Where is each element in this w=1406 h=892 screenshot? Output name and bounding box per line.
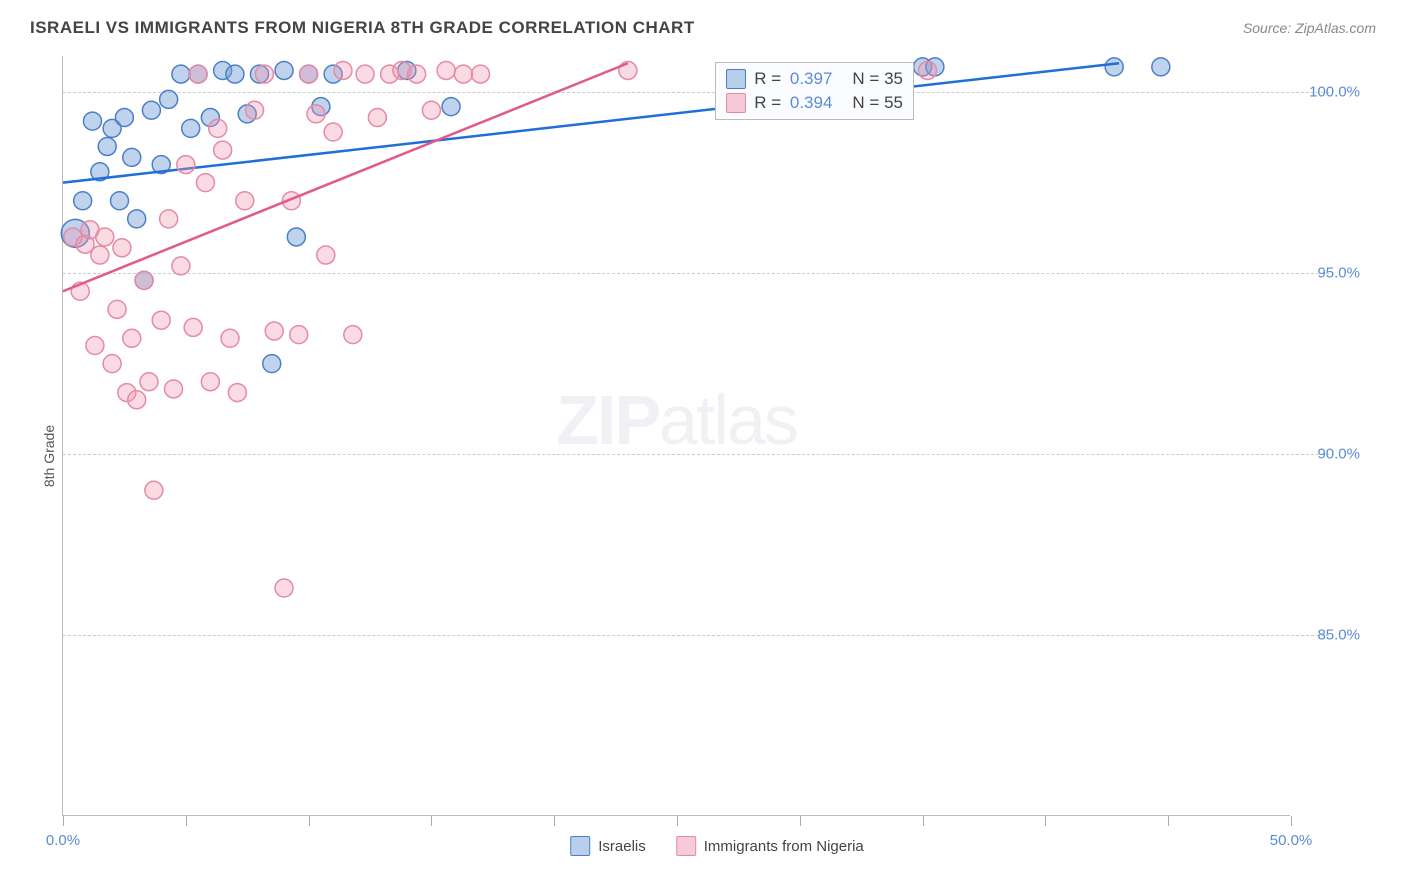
series-legend: Israelis Immigrants from Nigeria xyxy=(570,836,864,856)
data-point xyxy=(228,384,246,402)
data-point xyxy=(437,61,455,79)
scatter-svg xyxy=(63,56,1291,816)
data-point xyxy=(334,61,352,79)
data-point xyxy=(108,300,126,318)
data-point xyxy=(454,65,472,83)
legend-swatch xyxy=(570,836,590,856)
y-tick-label: 85.0% xyxy=(1317,627,1360,644)
x-tick xyxy=(1168,816,1169,826)
data-point xyxy=(246,101,264,119)
data-point xyxy=(98,137,116,155)
data-point xyxy=(300,65,318,83)
data-point xyxy=(123,148,141,166)
data-point xyxy=(275,61,293,79)
data-point xyxy=(209,119,227,137)
data-point xyxy=(307,105,325,123)
data-point xyxy=(201,373,219,391)
legend-row: R = 0.394N = 55 xyxy=(726,91,903,115)
data-point xyxy=(110,192,128,210)
data-point xyxy=(472,65,490,83)
data-point xyxy=(145,481,163,499)
data-point xyxy=(344,326,362,344)
data-point xyxy=(91,246,109,264)
x-tick xyxy=(63,816,64,826)
data-point xyxy=(160,210,178,228)
data-point xyxy=(919,61,937,79)
x-tick-label: 50.0% xyxy=(1270,832,1313,849)
legend-swatch xyxy=(726,69,746,89)
x-tick xyxy=(800,816,801,826)
data-point xyxy=(214,141,232,159)
data-point xyxy=(324,123,342,141)
y-axis-title: 8th Grade xyxy=(41,425,57,487)
legend-swatch xyxy=(676,836,696,856)
data-point xyxy=(196,174,214,192)
trend-line xyxy=(63,63,628,291)
y-tick-label: 100.0% xyxy=(1309,84,1360,101)
x-tick xyxy=(309,816,310,826)
legend-item: Immigrants from Nigeria xyxy=(676,836,864,856)
data-point xyxy=(86,337,104,355)
data-point xyxy=(115,109,133,127)
chart-area: 8th Grade 85.0%90.0%95.0%100.0% 0.0%50.0… xyxy=(62,56,1372,856)
data-point xyxy=(442,98,460,116)
legend-label: Immigrants from Nigeria xyxy=(704,838,864,855)
data-point xyxy=(96,228,114,246)
data-point xyxy=(236,192,254,210)
data-point xyxy=(221,329,239,347)
data-point xyxy=(172,257,190,275)
y-tick-label: 90.0% xyxy=(1317,446,1360,463)
data-point xyxy=(422,101,440,119)
legend-swatch xyxy=(726,93,746,113)
chart-title: ISRAELI VS IMMIGRANTS FROM NIGERIA 8TH G… xyxy=(30,18,695,38)
data-point xyxy=(128,391,146,409)
data-point xyxy=(123,329,141,347)
x-tick xyxy=(186,816,187,826)
data-point xyxy=(317,246,335,264)
data-point xyxy=(74,192,92,210)
x-tick xyxy=(923,816,924,826)
data-point xyxy=(275,579,293,597)
x-tick xyxy=(677,816,678,826)
x-tick xyxy=(554,816,555,826)
data-point xyxy=(83,112,101,130)
x-tick xyxy=(1045,816,1046,826)
data-point xyxy=(368,109,386,127)
data-point xyxy=(356,65,374,83)
data-point xyxy=(103,355,121,373)
data-point xyxy=(182,119,200,137)
data-point xyxy=(255,65,273,83)
data-point xyxy=(184,318,202,336)
source-label: Source: ZipAtlas.com xyxy=(1243,20,1376,36)
legend-item: Israelis xyxy=(570,836,646,856)
data-point xyxy=(263,355,281,373)
x-tick xyxy=(431,816,432,826)
data-point xyxy=(408,65,426,83)
plot-area: 85.0%90.0%95.0%100.0% 0.0%50.0% ZIPatlas… xyxy=(62,56,1290,816)
data-point xyxy=(189,65,207,83)
legend-row: R = 0.397N = 35 xyxy=(726,67,903,91)
x-tick-label: 0.0% xyxy=(46,832,80,849)
data-point xyxy=(135,271,153,289)
x-tick xyxy=(1291,816,1292,826)
data-point xyxy=(177,156,195,174)
data-point xyxy=(142,101,160,119)
data-point xyxy=(160,90,178,108)
y-tick-label: 95.0% xyxy=(1317,265,1360,282)
data-point xyxy=(290,326,308,344)
data-point xyxy=(287,228,305,246)
data-point xyxy=(152,311,170,329)
data-point xyxy=(140,373,158,391)
correlation-legend: R = 0.397N = 35R = 0.394N = 55 xyxy=(715,62,914,120)
data-point xyxy=(265,322,283,340)
data-point xyxy=(1152,58,1170,76)
data-point xyxy=(172,65,190,83)
data-point xyxy=(128,210,146,228)
legend-label: Israelis xyxy=(598,838,646,855)
data-point xyxy=(1105,58,1123,76)
data-point xyxy=(113,239,131,257)
data-point xyxy=(226,65,244,83)
data-point xyxy=(165,380,183,398)
